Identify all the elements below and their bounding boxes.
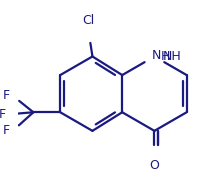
Text: NH: NH bbox=[162, 50, 181, 63]
Text: F: F bbox=[0, 108, 6, 121]
Text: Cl: Cl bbox=[82, 13, 94, 27]
Text: N: N bbox=[152, 49, 161, 62]
Text: F: F bbox=[3, 89, 10, 102]
Text: O: O bbox=[150, 159, 159, 172]
Text: H: H bbox=[161, 50, 170, 63]
Text: F: F bbox=[3, 124, 10, 137]
